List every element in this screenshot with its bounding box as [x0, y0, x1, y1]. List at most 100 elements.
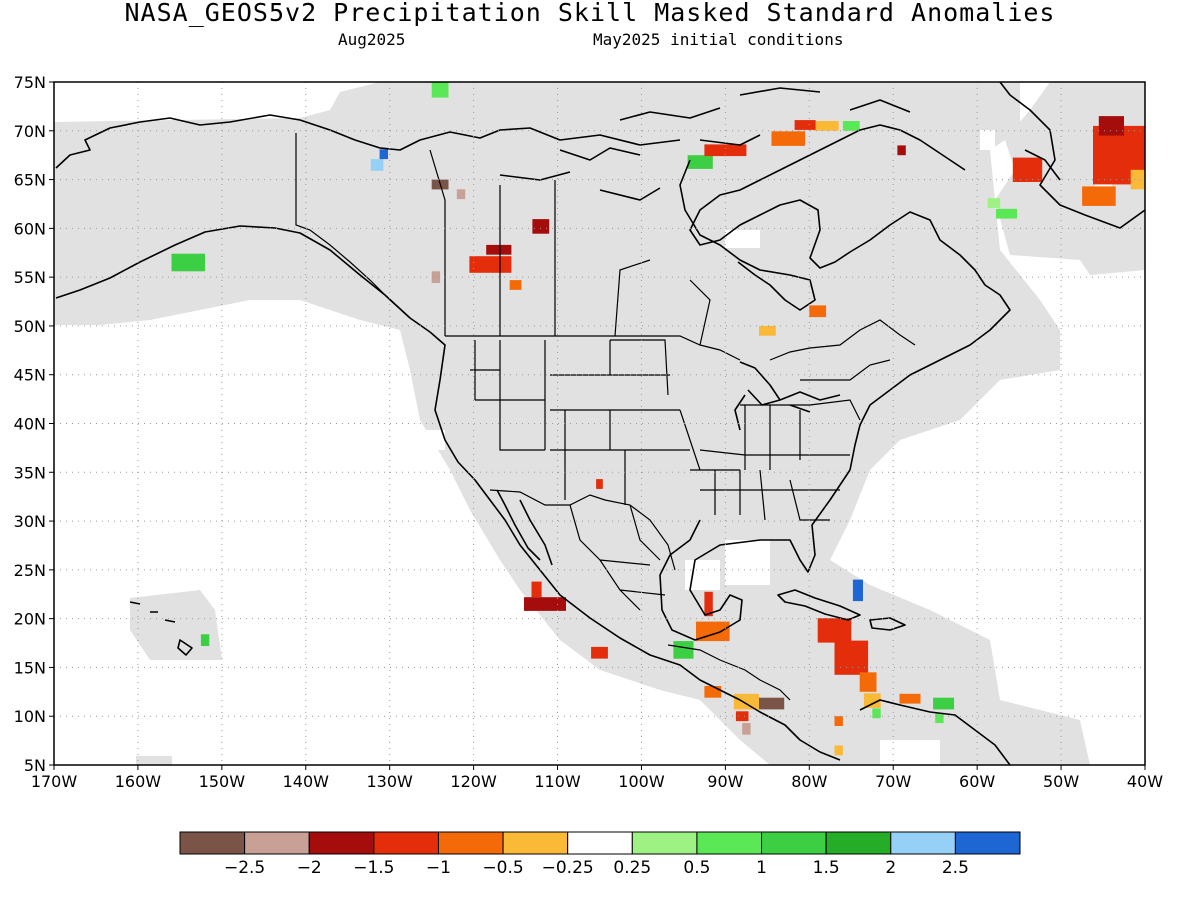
anomaly-patch — [842, 121, 860, 131]
colorbar-label: 0.5 — [683, 858, 710, 878]
y-tick-label: 10N — [14, 707, 46, 726]
x-tick-label: 70W — [875, 772, 911, 791]
anomaly-patch — [596, 479, 603, 489]
x-tick-label: 110W — [534, 772, 581, 791]
colorbar-label: −2.5 — [224, 858, 265, 878]
anomaly-patch — [200, 634, 210, 646]
colorbar-swatch — [631, 831, 698, 855]
anomaly-patch — [531, 581, 542, 598]
colorbar-label: −0.5 — [482, 858, 523, 878]
x-tick-label: 170W — [31, 772, 78, 791]
colorbar-swatch — [567, 831, 633, 855]
figure-title: NASA_GEOS5v2 Precipitation Skill Masked … — [125, 0, 1056, 27]
colorbar-label: 1 — [756, 858, 767, 878]
x-axis: 170W 160W 150W 140W 130W 120W 110W 100W 90W 80W 70… — [31, 765, 1163, 791]
anomaly-patch — [469, 256, 512, 273]
anomaly-patch — [591, 646, 608, 659]
colorbar-label: 0.25 — [613, 858, 651, 878]
coastline-east — [689, 124, 1011, 471]
y-tick-label: 25N — [14, 561, 46, 580]
anomaly-patch — [1012, 157, 1043, 182]
x-tick-label: 40W — [1127, 772, 1163, 791]
y-tick-label: 50N — [14, 317, 46, 336]
anomaly-patch — [1130, 169, 1145, 190]
y-tick-label: 5N — [24, 756, 46, 775]
anomaly-patch — [532, 219, 550, 234]
anomaly-patch — [996, 208, 1017, 219]
coastline-baja — [496, 489, 553, 566]
anomaly-patch — [834, 716, 843, 726]
colorbar-label: 2 — [885, 858, 896, 878]
border-alaska-canada — [295, 133, 411, 319]
anomaly-patch — [759, 325, 776, 336]
anomaly-patch — [524, 597, 566, 611]
coastline-great-lakes — [734, 361, 841, 431]
anomaly-patch — [509, 280, 522, 290]
x-tick-label: 60W — [959, 772, 995, 791]
anomaly-patch — [431, 82, 449, 98]
colorbar-label: −1.5 — [353, 858, 394, 878]
anomaly-patch — [456, 189, 466, 200]
y-tick-label: 35N — [14, 463, 46, 482]
anomaly-patch — [935, 713, 944, 724]
central-america-borders — [667, 644, 791, 701]
coastline-hawaii — [129, 601, 193, 656]
coastline-cuba-hispaniola — [777, 589, 906, 631]
x-tick-label: 90W — [707, 772, 743, 791]
anomaly-patch — [735, 711, 749, 722]
y-tick-label: 15N — [14, 658, 46, 677]
anomaly-patch — [834, 745, 843, 756]
anomaly-patch — [834, 640, 869, 675]
coastline-south-america — [859, 699, 1011, 765]
anomaly-patch — [987, 198, 1001, 208]
anomaly-patch — [370, 159, 384, 171]
colorbar-swatch — [179, 831, 246, 855]
coastline-gulf — [659, 469, 851, 641]
colorbar-label: 2.5 — [942, 858, 969, 878]
x-tick-label: 80W — [791, 772, 827, 791]
anomaly-patch — [704, 686, 722, 698]
anomaly-patch — [673, 641, 694, 659]
anomaly-patch — [852, 579, 863, 602]
anomaly-patch — [1098, 116, 1124, 136]
anomaly-patch — [704, 144, 747, 157]
anomaly-patch — [742, 723, 751, 735]
x-tick-label: 50W — [1043, 772, 1079, 791]
colorbar-swatch — [502, 831, 569, 855]
anomaly-patch — [897, 145, 906, 156]
y-tick-label: 65N — [14, 171, 46, 190]
subtitle-month: Aug2025 — [338, 30, 405, 49]
political-borders — [295, 133, 916, 701]
colorbar-swatch — [954, 831, 1021, 855]
y-tick-label: 70N — [14, 122, 46, 141]
x-tick-label: 150W — [199, 772, 246, 791]
anomaly-patch — [813, 121, 839, 131]
anomaly-patch — [704, 591, 713, 617]
x-tick-label: 140W — [283, 772, 330, 791]
y-tick-label: 40N — [14, 415, 46, 434]
anomaly-patch — [863, 693, 881, 708]
colorbar-swatch — [308, 831, 375, 855]
anomaly-patch — [859, 672, 877, 692]
anomaly-patch — [872, 708, 881, 719]
us-state-lines — [470, 339, 891, 521]
coastline-hudson-bay — [679, 159, 816, 311]
subtitle-initial-conditions: May2025 initial conditions — [593, 30, 843, 49]
colorbar-swatch — [373, 831, 439, 855]
colorbar-swatch — [437, 831, 504, 855]
y-tick-label: 45N — [14, 366, 46, 385]
anomaly-patch — [431, 271, 441, 283]
anomaly-patch — [933, 697, 955, 710]
colorbar-label: −0.25 — [542, 858, 594, 878]
anomaly-patch — [794, 120, 816, 130]
y-axis: 75N 70N 65N 60N 55N 50N 45N 40N 35N 30N 25N 20N 15N 1… — [14, 73, 54, 775]
colorbar-swatch — [890, 831, 956, 855]
anomaly-patch — [379, 149, 388, 160]
anomaly-patch — [759, 697, 785, 710]
colorbar-swatch — [244, 831, 310, 855]
anomaly-patch — [733, 693, 759, 710]
y-tick-label: 20N — [14, 610, 46, 629]
anomaly-patch — [1082, 186, 1116, 206]
colorbar-label: −1 — [426, 858, 451, 878]
